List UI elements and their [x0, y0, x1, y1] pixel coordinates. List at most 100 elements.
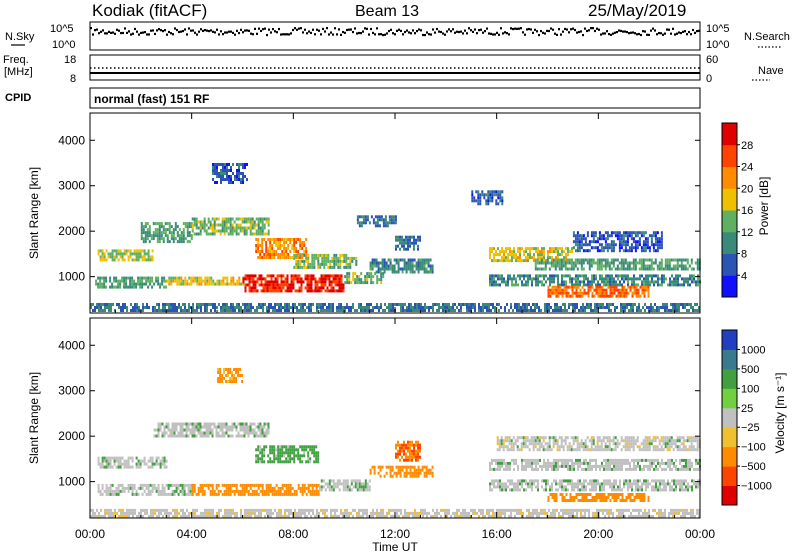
data-cell — [354, 278, 357, 282]
data-cell — [310, 277, 313, 281]
data-cell — [546, 306, 548, 309]
data-cell — [541, 253, 543, 257]
data-cell — [199, 483, 202, 487]
data-cell — [664, 511, 666, 515]
count-sample — [638, 32, 640, 36]
data-cell — [384, 218, 387, 222]
data-cell — [253, 483, 256, 487]
data-cell — [489, 193, 492, 197]
data-cell — [624, 243, 627, 247]
data-cell — [587, 285, 590, 289]
data-cell — [185, 428, 188, 432]
count-sample — [424, 33, 426, 37]
data-cell — [305, 238, 308, 241]
data-cell — [285, 253, 288, 256]
data-cell — [358, 511, 360, 515]
data-cell — [184, 279, 187, 283]
data-cell — [537, 253, 539, 257]
data-cell — [182, 303, 184, 306]
data-cell — [162, 514, 164, 518]
data-cell — [269, 451, 272, 455]
data-cell — [300, 309, 302, 312]
data-cell — [374, 215, 377, 219]
data-cell — [540, 258, 543, 262]
data-cell — [97, 486, 100, 490]
data-cell — [214, 166, 216, 169]
data-cell — [590, 306, 592, 309]
data-cell — [373, 261, 376, 265]
data-cell — [238, 279, 241, 283]
count-sample — [460, 30, 462, 33]
data-cell — [204, 282, 207, 286]
data-cell — [101, 285, 104, 289]
data-cell — [243, 486, 246, 490]
data-cell — [221, 217, 224, 221]
data-cell — [561, 283, 563, 287]
data-cell — [563, 250, 565, 254]
data-cell — [348, 275, 351, 279]
data-cell — [581, 274, 583, 278]
data-cell — [267, 486, 270, 490]
data-cell — [317, 492, 320, 496]
data-cell — [672, 514, 674, 518]
data-cell — [250, 286, 253, 290]
data-cell — [267, 229, 270, 233]
data-cell — [444, 306, 446, 309]
data-cell — [656, 249, 659, 253]
data-cell — [258, 306, 260, 309]
data-cell — [684, 306, 686, 309]
data-cell — [251, 428, 254, 432]
data-cell — [298, 508, 300, 512]
data-cell — [224, 309, 226, 312]
data-cell — [407, 264, 410, 268]
data-cell — [542, 511, 544, 515]
data-cell — [265, 217, 268, 221]
data-cell — [255, 431, 258, 435]
data-cell — [530, 306, 532, 309]
data-cell — [563, 256, 565, 260]
data-cell — [148, 231, 151, 235]
data-cell — [415, 261, 418, 265]
data-cell — [497, 277, 499, 281]
data-cell — [672, 258, 675, 262]
data-cell — [178, 303, 180, 306]
data-cell — [342, 286, 345, 290]
data-cell — [109, 483, 112, 487]
count-sample — [422, 33, 424, 37]
data-cell — [592, 234, 595, 238]
count-sample — [462, 32, 464, 35]
data-cell — [676, 508, 678, 512]
data-cell — [499, 277, 501, 281]
data-cell — [265, 434, 268, 438]
count-sample — [554, 32, 556, 35]
data-cell — [631, 277, 633, 281]
data-cell — [444, 309, 446, 312]
data-cell — [292, 286, 295, 290]
data-cell — [622, 237, 625, 241]
data-cell — [610, 246, 613, 250]
data-cell — [418, 306, 420, 309]
data-cell — [608, 309, 610, 312]
data-cell — [501, 259, 503, 263]
data-cell — [282, 274, 285, 278]
data-cell — [599, 291, 602, 295]
data-cell — [571, 280, 573, 284]
data-cell — [262, 508, 264, 512]
data-cell — [249, 492, 252, 496]
data-cell — [530, 511, 532, 515]
data-cell — [677, 280, 679, 284]
data-cell — [97, 276, 100, 280]
data-cell — [315, 253, 318, 257]
count-sample — [570, 28, 572, 31]
data-cell — [569, 277, 571, 281]
data-cell — [371, 258, 374, 262]
data-cell — [638, 309, 640, 312]
data-cell — [281, 238, 284, 241]
count-sample — [314, 33, 316, 36]
data-cell — [97, 483, 100, 487]
data-cell — [403, 238, 405, 242]
data-cell — [237, 226, 240, 230]
count-sample — [124, 27, 126, 30]
data-cell — [224, 508, 226, 512]
data-cell — [295, 238, 298, 241]
